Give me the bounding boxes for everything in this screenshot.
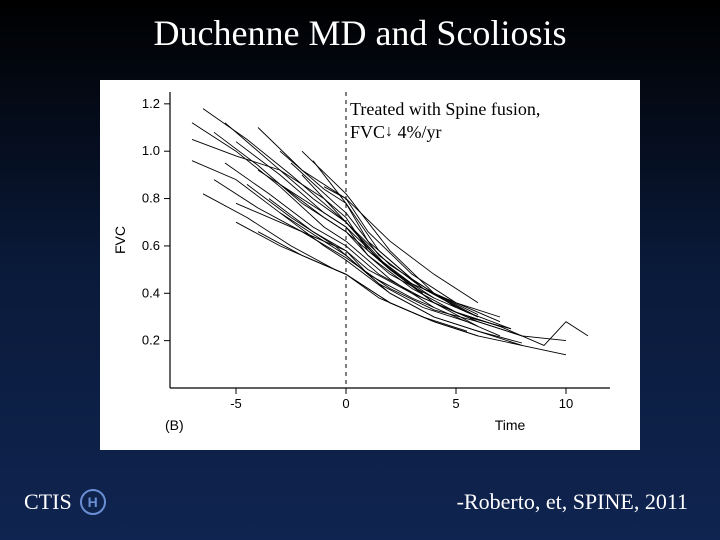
svg-text:0.2: 0.2 bbox=[142, 333, 160, 348]
chart-annotation: Treated with Spine fusion, FVC↓ 4%/yr bbox=[350, 98, 610, 143]
annot-suffix: 4%/yr bbox=[393, 122, 442, 142]
svg-text:FVC: FVC bbox=[112, 226, 128, 254]
svg-text:0.8: 0.8 bbox=[142, 191, 160, 206]
footer-left: CTIS H bbox=[24, 489, 106, 515]
svg-text:(B): (B) bbox=[165, 417, 184, 433]
svg-text:-5: -5 bbox=[230, 396, 242, 411]
annot-line1: Treated with Spine fusion, bbox=[350, 99, 540, 119]
svg-text:0.6: 0.6 bbox=[142, 238, 160, 253]
chart-panel: -5 0 5 10 0.2 0.4 0.6 0.8 1.0 1.2 Time FVC (B) Trea… bbox=[100, 80, 640, 450]
svg-text:1.0: 1.0 bbox=[142, 143, 160, 158]
down-arrow-icon: ↓ bbox=[385, 122, 393, 142]
logo-icon: H bbox=[80, 489, 106, 515]
svg-text:5: 5 bbox=[452, 396, 459, 411]
slide-title: Duchenne MD and Scoliosis bbox=[0, 12, 720, 54]
svg-text:0.4: 0.4 bbox=[142, 285, 160, 300]
svg-text:0: 0 bbox=[342, 396, 349, 411]
annot-prefix: FVC bbox=[350, 122, 385, 142]
ctis-label: CTIS bbox=[24, 489, 72, 515]
svg-text:1.2: 1.2 bbox=[142, 96, 160, 111]
svg-text:10: 10 bbox=[559, 396, 573, 411]
svg-text:Time: Time bbox=[495, 417, 526, 433]
citation: -Roberto, et, SPINE, 2011 bbox=[457, 489, 688, 515]
